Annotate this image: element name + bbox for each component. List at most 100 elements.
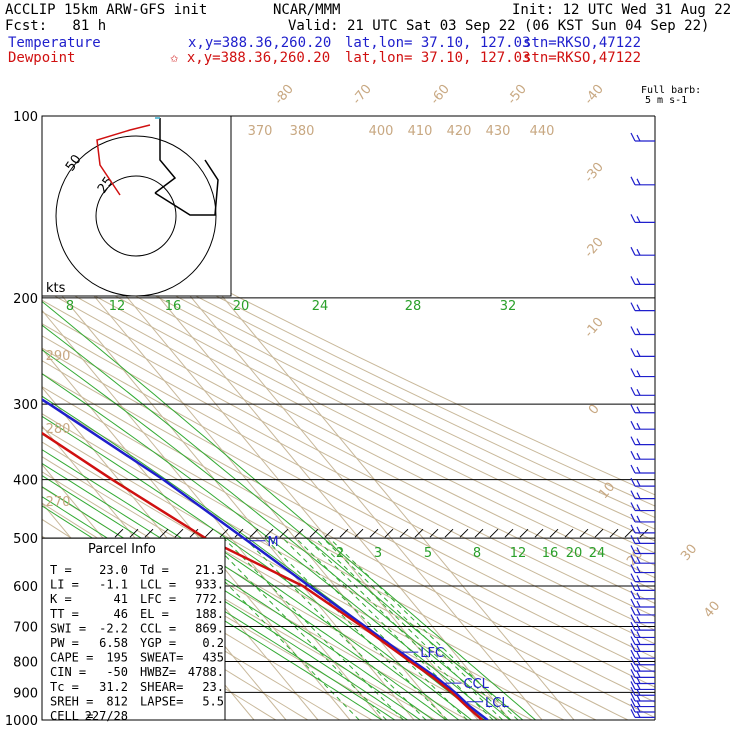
wind-barb-flag	[630, 326, 636, 335]
wind-barb-flag	[636, 623, 641, 631]
parcel-value: 5.5	[202, 694, 224, 708]
wind-barb-flag	[636, 584, 641, 591]
wind-barb-flag	[636, 406, 641, 414]
hodograph-unit: kts	[46, 281, 66, 296]
wind-barb-flag	[630, 368, 636, 377]
hatch-mark	[204, 528, 214, 538]
wind-barb-flag	[630, 636, 636, 645]
mixing-ratio-label: 5	[424, 546, 432, 561]
hatch-mark	[519, 528, 529, 538]
pressure-label: 900	[13, 686, 38, 701]
wind-barb-flag	[630, 681, 636, 690]
theta-label: 430	[486, 124, 511, 139]
wind-barb-flag	[636, 537, 641, 544]
annotation-m: M	[267, 535, 278, 550]
parcel-value: 23.	[202, 680, 224, 694]
dry-adiabat	[42, 311, 655, 631]
hatch-mark	[369, 528, 379, 538]
wind-barb-flag	[630, 686, 636, 696]
isotherm-label: 10	[596, 480, 618, 502]
wind-barb-flag	[636, 526, 641, 534]
dry-adiabat	[42, 413, 598, 720]
parcel-value: -1.1	[99, 578, 128, 592]
wind-barb-flag	[636, 638, 641, 645]
mixing-ratio-label: 8	[473, 546, 481, 561]
isotherm-label: -40	[582, 82, 607, 108]
dry-adiabat	[42, 456, 501, 720]
hatch-mark	[294, 528, 304, 538]
pressure-label: 200	[13, 292, 38, 307]
wind-barb-flag	[630, 606, 636, 616]
source-label: NCAR/MMM	[273, 2, 341, 18]
pressure-label: 300	[13, 398, 38, 413]
moist-adiabat	[42, 415, 472, 720]
wind-barb-flag	[630, 662, 636, 672]
hatch-mark	[414, 528, 424, 538]
mixing-ratio-label: 20	[566, 546, 583, 561]
mixing-ratio-label: 3	[374, 546, 382, 561]
mixing-ratio-label: 16	[542, 546, 559, 561]
wind-barb-flag	[630, 598, 636, 608]
parcel-value: 21.3	[195, 563, 224, 577]
dry-adiabat	[42, 266, 655, 579]
isotherm-label: -10	[582, 315, 607, 341]
parcel-value: 772.	[195, 592, 224, 606]
mixing-ratio-label: 20	[233, 299, 250, 314]
hatch-mark	[594, 528, 604, 538]
hatch-mark	[504, 528, 514, 538]
isotherm-line	[42, 232, 447, 720]
wind-barb-flag	[630, 692, 636, 702]
hatch-mark	[384, 528, 394, 538]
wind-barb-flag	[636, 370, 641, 377]
init-time: Init: 12 UTC Wed 31 Aug 22	[512, 2, 732, 18]
hatch-mark	[444, 528, 454, 538]
parcel-key: HWBZ=	[140, 665, 176, 679]
pressure-label: 500	[13, 532, 38, 547]
dry-adiabat	[42, 288, 655, 605]
wind-barb-flag	[630, 477, 636, 487]
wind-barb-flag	[630, 490, 636, 499]
wind-barb-flag	[630, 276, 636, 285]
parcel-key: LCL =	[140, 578, 176, 592]
dry-adiabat	[42, 399, 630, 720]
wind-barb-flag	[636, 479, 641, 487]
wind-barb-flag	[630, 649, 636, 659]
model-title: ACCLIP 15km ARW-GFS init	[5, 2, 208, 18]
pressure-label: 1000	[5, 714, 38, 729]
hodograph-box	[41, 115, 232, 297]
temperature-xy: x,y=388.36,260.20	[188, 35, 332, 51]
dewpoint-profile	[42, 431, 484, 720]
parcel-key: Tc =	[50, 680, 79, 694]
hodograph-trace	[154, 159, 219, 216]
wind-barb-flag	[630, 564, 636, 573]
isotherm-label: -70	[350, 82, 375, 108]
hatch-mark	[579, 528, 589, 538]
wind-barb-flag	[636, 694, 641, 702]
forecast-hour: Fcst: 81 h	[5, 18, 107, 34]
mixing-ratio-label: 24	[589, 546, 606, 561]
mixing-ratio-line	[264, 537, 448, 720]
wind-barb-flag	[630, 348, 636, 357]
theta-label: 420	[447, 124, 472, 139]
wind-barb-flag	[636, 616, 641, 623]
wind-barb-flag	[630, 502, 636, 511]
dry-adiabat	[42, 223, 655, 530]
hatch-mark	[219, 528, 229, 538]
moist-adiabat	[42, 395, 485, 720]
hatch-mark	[249, 528, 259, 538]
isotherm-label: 30	[678, 542, 700, 564]
dewpoint-xy: ✩ x,y=388.36,260.20	[170, 50, 331, 66]
theta-label: 400	[369, 124, 394, 139]
theta-label: 280	[46, 422, 71, 437]
dry-adiabat	[42, 213, 655, 519]
wind-barb-flag	[630, 614, 636, 623]
parcel-key: CCL =	[140, 621, 176, 635]
wind-barb-flag	[636, 422, 641, 430]
mixing-ratio-label: 8	[66, 299, 74, 314]
pressure-label: 800	[13, 655, 38, 670]
wind-barb-flag	[636, 700, 641, 707]
dry-adiabat	[42, 299, 655, 618]
wind-barb-flag	[630, 675, 636, 684]
dry-adiabat	[42, 193, 655, 496]
